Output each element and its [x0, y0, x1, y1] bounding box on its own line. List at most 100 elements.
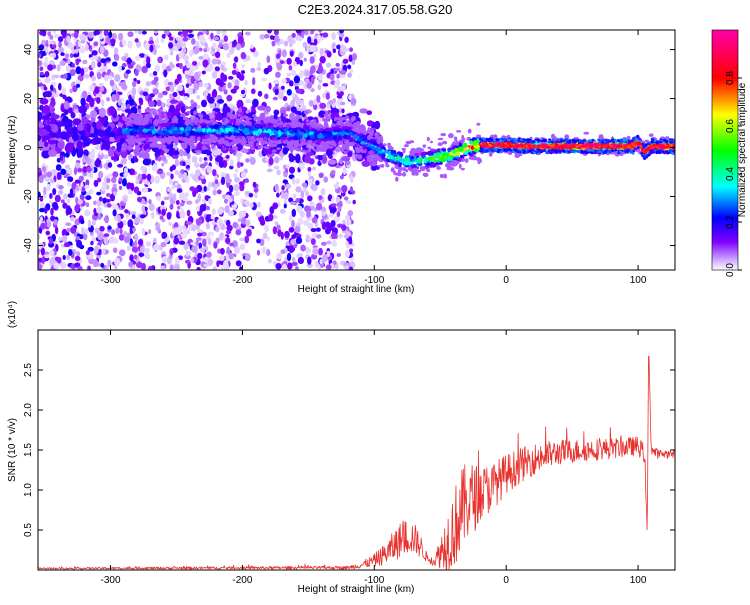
spectrogram-cell	[108, 136, 115, 142]
spectrogram-cell	[198, 34, 205, 42]
spectrogram-cell	[115, 227, 120, 234]
spectrogram-cell	[322, 32, 329, 38]
spectrogram-cell	[226, 224, 233, 232]
spectrogram-cell	[138, 97, 143, 103]
spectrogram-cell	[305, 191, 310, 197]
spectrogram-cell	[138, 108, 142, 114]
spectrogram-cell	[261, 77, 268, 82]
spectrogram-cell	[326, 50, 332, 58]
spectrogram-cell	[109, 131, 116, 138]
spectrogram-cell	[199, 163, 206, 169]
spectrogram-cell	[94, 159, 101, 168]
spectrogram-cell	[111, 145, 116, 151]
spectrogram-cell	[286, 252, 292, 262]
spectrogram-cell	[239, 237, 245, 242]
spectrogram-cell	[192, 174, 199, 182]
spectrogram-cell	[279, 208, 286, 214]
spectrogram-cell	[225, 237, 231, 245]
spectrogram-cell	[154, 44, 160, 49]
spectrogram-cell	[161, 231, 168, 239]
spectrogram-cell	[339, 85, 345, 92]
spectrogram-cell	[244, 31, 251, 36]
spectrogram-cell	[207, 238, 212, 246]
spectrogram-cell	[152, 70, 158, 76]
spectrogram-cell	[177, 85, 184, 92]
spectrogram-cell	[286, 88, 292, 96]
spectrogram-cell	[268, 157, 274, 166]
spectrogram-cell	[250, 67, 256, 73]
spectrogram-cell	[169, 264, 174, 270]
spectrogram-cell	[119, 228, 123, 235]
spectrogram-cell	[154, 175, 160, 185]
spectrogram-cell	[63, 100, 70, 110]
spectrogram-cell	[38, 60, 43, 67]
spectrogram-cell	[291, 256, 296, 263]
spectrogram-cell	[330, 140, 336, 144]
spectrogram-cell	[111, 32, 117, 40]
spectrogram-cell	[164, 115, 168, 119]
spectrogram-cell	[378, 164, 383, 168]
spectrogram-cell	[170, 173, 174, 180]
spectrogram-cell	[342, 219, 346, 226]
spectrogram-cell	[295, 265, 299, 270]
spectrogram-cell	[212, 266, 217, 270]
spectrogram-cell	[327, 131, 333, 135]
spectrogram-cell	[85, 179, 90, 187]
spectrogram-cell	[307, 148, 312, 153]
spectrogram-cell	[237, 139, 241, 144]
spectrogram-cell	[220, 137, 225, 142]
spectrogram-cell	[157, 113, 162, 117]
spectrogram-cell	[337, 205, 342, 213]
spectrogram-cell	[239, 243, 246, 251]
spectrogram-cell	[409, 140, 415, 144]
spectrogram-cell	[57, 36, 64, 43]
spectrogram-cell	[274, 221, 279, 226]
spectrogram-cell	[40, 85, 44, 90]
spectrogram-cell	[196, 266, 201, 270]
spectrogram-cell	[97, 233, 104, 241]
spectrogram-cell	[52, 64, 56, 70]
spectrogram-cell	[310, 227, 317, 233]
spectrogram-cell	[168, 221, 172, 226]
spectrogram-cell	[168, 36, 174, 41]
spectrogram-cell	[347, 64, 352, 70]
spectrogram-cell	[288, 166, 296, 174]
spectrogram-cell	[112, 209, 117, 217]
spectrogram-cell	[277, 201, 281, 208]
spectrogram-cell	[249, 156, 256, 165]
spectrogram-cell	[152, 88, 159, 95]
spectrogram-cell	[214, 66, 220, 72]
spectrogram-cell	[88, 188, 94, 194]
spectrogram-cell	[189, 137, 194, 142]
spectrogram-cell	[291, 147, 296, 150]
spectrogram-cell	[129, 226, 134, 235]
spectrogram-cell	[240, 197, 244, 205]
spectrogram-cell	[46, 221, 52, 228]
spectrogram-cell	[196, 95, 201, 100]
spectrogram-cell	[325, 62, 332, 68]
spectrogram-cell	[42, 104, 51, 115]
spectrogram-cell	[219, 79, 224, 88]
spectrogram-cell	[300, 244, 306, 252]
spectrogram-cell	[148, 100, 155, 108]
spectrogram-cell	[131, 246, 139, 253]
spectrogram-cell	[171, 125, 175, 129]
spectrogram-cell	[44, 76, 51, 84]
spectrogram-cell	[339, 174, 344, 180]
spectrogram-cell	[176, 41, 182, 50]
spectrogram-cell	[416, 166, 420, 170]
spectrogram-cell	[139, 126, 145, 130]
spectrogram-cell	[282, 147, 288, 155]
spectrogram-cell	[138, 252, 145, 257]
spectrogram-cell	[97, 73, 102, 80]
spectrogram-cell	[326, 103, 331, 109]
spectrogram-cell	[234, 177, 240, 183]
spectrogram-cell	[348, 94, 352, 101]
spectrogram-cell	[272, 226, 278, 235]
spectrogram-cell	[139, 214, 146, 219]
spectrogram-cell	[89, 97, 95, 108]
spectrogram-cell	[161, 63, 167, 72]
spectrogram-cell	[441, 140, 448, 145]
spectrogram-cell	[130, 61, 136, 66]
spectrogram-cell	[319, 56, 326, 64]
